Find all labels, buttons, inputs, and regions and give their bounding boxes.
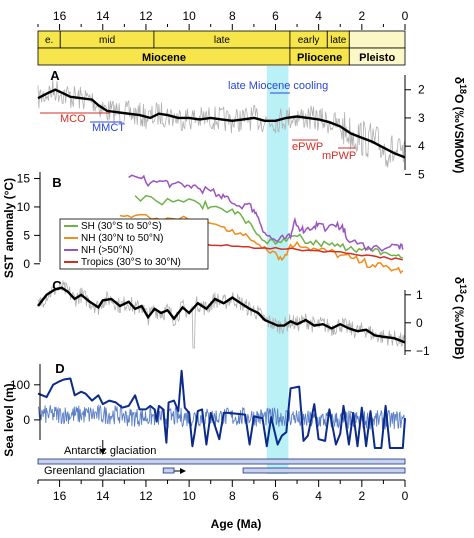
antarctic-bar	[37, 458, 406, 465]
bottom-tick-label: 16	[53, 489, 67, 503]
age-label: e.	[45, 35, 53, 46]
annotation-mco: MCO	[60, 113, 86, 125]
geologic-timescale: e. mid late early late Miocene Pliocene Pleisto	[37, 30, 406, 66]
annotation-mpwp: mPWP	[322, 150, 356, 162]
panel-letter: D	[55, 361, 64, 376]
bottom-tick-label: 12	[139, 489, 153, 503]
epoch-band	[348, 47, 406, 66]
legend-label: Tropics (30°S to 30°N)	[81, 257, 181, 268]
x-axis-label: Age (Ma)	[211, 517, 262, 531]
panel-letter: A	[50, 68, 60, 83]
y-axis-label: δ13C (‰VPDB)	[452, 277, 468, 360]
panel-c-d13c: 1 0 −1 C δ13C (‰VPDB)	[37, 277, 468, 360]
epoch-label: Pliocene	[297, 52, 342, 64]
raw-d13c-line	[37, 280, 405, 349]
top-tick-label: 2	[358, 9, 365, 23]
antarctic-label: Antarctic glaciation	[64, 445, 156, 457]
greenland-label: Greenland glaciation	[44, 465, 145, 477]
legend-label: NH (>50°N)	[81, 245, 133, 256]
age-label: mid	[99, 35, 115, 46]
top-tick-label: 16	[53, 9, 67, 23]
age-label: late	[330, 35, 347, 46]
bottom-tick-label: 0	[402, 489, 409, 503]
raw-sea-level-line	[37, 404, 406, 430]
tick-label: 10	[17, 200, 31, 214]
top-tick-label: 6	[272, 9, 279, 23]
raw-d18o-line	[37, 79, 406, 168]
top-tick-label: 4	[315, 9, 322, 23]
top-tick-label: 0	[402, 9, 409, 23]
tick-label: 0	[23, 413, 30, 427]
legend-label: SH (30°S to 50°S)	[81, 221, 162, 232]
legend-label: NH (30°N to 50°N)	[81, 233, 163, 244]
epoch-label: Pleisto	[359, 52, 395, 64]
panel-a-d18o: 2 3 4 5 A δ18O (‰VSMOW) MCO MMCT late Miocene co…	[37, 68, 468, 181]
tick-label: 15	[17, 172, 31, 186]
tick-label: 4	[418, 139, 425, 153]
y-axis-label: Sea level (m)	[2, 383, 16, 456]
tick-label: 5	[23, 228, 30, 242]
epoch-label: Miocene	[142, 52, 186, 64]
greenland-bar	[162, 467, 175, 474]
smoothed-d13c-line	[37, 286, 406, 344]
tick-label: 100	[10, 378, 30, 392]
tick-label: 3	[418, 111, 425, 125]
bottom-tick-label: 10	[182, 489, 196, 503]
top-tick-label: 12	[139, 9, 153, 23]
panel-letter: C	[52, 278, 62, 293]
sst-series-NH50	[128, 174, 404, 252]
bottom-tick-label: 6	[272, 489, 279, 503]
age-band-pleisto	[348, 30, 406, 49]
late-miocene-cooling-band	[266, 66, 289, 474]
bottom-tick-label: 8	[229, 489, 236, 503]
tick-label: 2	[418, 83, 425, 97]
bottom-tick-label: 2	[358, 489, 365, 503]
tick-label: 0	[23, 257, 30, 271]
tick-label: 0	[416, 316, 423, 330]
tick-label: −1	[416, 344, 430, 358]
legend-box	[59, 218, 209, 270]
top-tick-label: 14	[96, 9, 110, 23]
annotation-cooling: late Miocene cooling	[228, 80, 328, 92]
bottom-age-axis: 16 14 12 10 8 6 4 2 0	[37, 479, 409, 503]
panel-letter: B	[52, 175, 61, 190]
legend: SH (30°S to 50°S)NH (30°N to 50°N)NH (>5…	[59, 218, 209, 270]
sst-series-SH	[134, 194, 404, 259]
annotation-epwp: ePWP	[292, 141, 323, 153]
panel-b-sst: 0 5 10 15 B SST anomaly (°C) SH (30°S to 50°S)…	[2, 172, 404, 278]
tick-label: 5	[418, 167, 425, 181]
top-tick-label: 8	[229, 9, 236, 23]
top-age-axis: 16 14 12 10 8 6 4 2 0	[37, 9, 409, 30]
panel-d-sea-level: 100 0 D Sea level (m)	[2, 361, 406, 457]
age-label: late	[214, 35, 231, 46]
sea-level-envelope-line	[37, 369, 406, 449]
top-tick-label: 10	[182, 9, 196, 23]
bottom-tick-label: 14	[96, 489, 110, 503]
age-label: early	[298, 35, 320, 46]
greenland-bar	[242, 467, 406, 474]
greenland-arrowhead	[180, 468, 186, 474]
bottom-tick-label: 4	[315, 489, 322, 503]
annotation-mmct: MMCT	[92, 122, 125, 134]
smoothed-d18o-line	[37, 88, 406, 159]
antarctic-arrowhead	[99, 449, 106, 455]
glaciation-bars: Antarctic glaciation Greenland glaciation	[37, 440, 406, 477]
y-axis-label: δ18O (‰VSMOW)	[452, 77, 468, 174]
y-axis-label: SST anomaly (°C)	[2, 178, 16, 278]
tick-label: 1	[416, 288, 423, 302]
